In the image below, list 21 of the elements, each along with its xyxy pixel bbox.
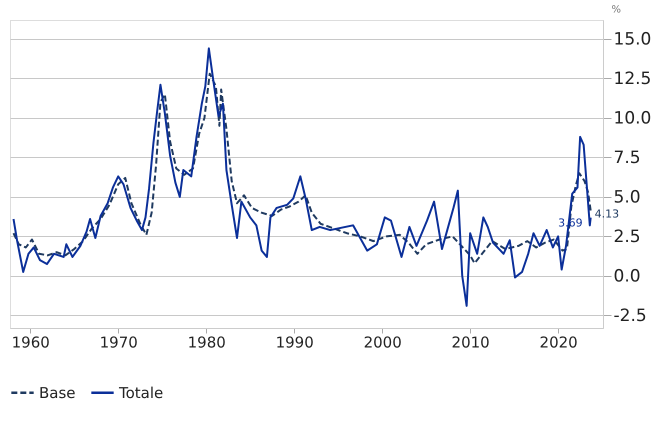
x-tick-label: 2010	[452, 334, 490, 352]
y-tick-label: 10.0	[614, 108, 652, 128]
x-tick-label: 2000	[364, 334, 402, 352]
y-tick-label: 0.0	[614, 266, 641, 286]
legend-label: Totale	[118, 384, 164, 402]
x-tick-label: 1980	[188, 334, 226, 352]
y-tick-label: 2.5	[614, 226, 641, 247]
y-tick-label: 15.0	[614, 29, 652, 50]
x-tick-label: 1960	[12, 334, 50, 352]
y-tick-label: 5.0	[614, 187, 641, 208]
line-series	[12, 47, 592, 307]
data-label: 4.13	[594, 208, 620, 221]
x-tick-label: 1990	[276, 334, 314, 352]
line-series	[12, 72, 592, 264]
y-tick-label: 12.5	[614, 68, 652, 89]
x-tick-label: 2020	[540, 334, 578, 352]
y-tick-label: 7.5	[614, 148, 641, 168]
legend-label: Base	[39, 384, 76, 402]
y-tick-label: -2.5	[614, 306, 647, 326]
x-tick-label: 1970	[100, 334, 138, 352]
y-axis-title: %	[612, 4, 622, 16]
